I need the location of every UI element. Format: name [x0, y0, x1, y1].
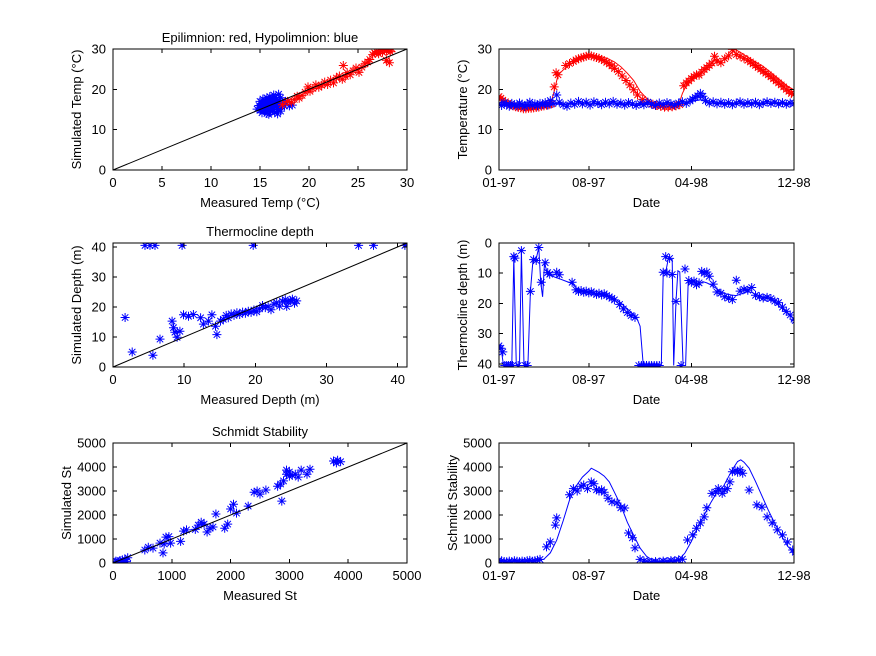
svg-text:0: 0 [485, 236, 492, 251]
subplot-thermocline-scatter: 0 10 20 30 40 0 10 20 30 40 Thermocline depth Measu… [69, 224, 408, 407]
svg-text:0: 0 [99, 556, 106, 571]
svg-text:40: 40 [92, 239, 106, 254]
svg-text:Simulated Depth (m): Simulated Depth (m) [69, 245, 84, 364]
svg-text:12-98: 12-98 [777, 175, 810, 190]
svg-text:4000: 4000 [463, 460, 492, 475]
svg-text:08-97: 08-97 [572, 372, 605, 387]
svg-text:1000: 1000 [463, 532, 492, 547]
svg-text:5000: 5000 [77, 436, 106, 451]
svg-text:04-98: 04-98 [675, 372, 708, 387]
svg-text:08-97: 08-97 [572, 568, 605, 583]
svg-text:Simulated St: Simulated St [59, 466, 74, 540]
svg-text:12-98: 12-98 [777, 372, 810, 387]
svg-text:20: 20 [478, 82, 492, 97]
svg-text:20: 20 [302, 175, 316, 190]
svg-text:01-97: 01-97 [482, 372, 515, 387]
svg-text:2000: 2000 [77, 508, 106, 523]
svg-text:30: 30 [92, 42, 106, 57]
svg-text:0: 0 [99, 163, 106, 178]
svg-text:Date: Date [633, 392, 660, 407]
svg-text:15: 15 [253, 175, 267, 190]
svg-text:Date: Date [633, 588, 660, 603]
subplot-schmidt-scatter: 0 1000 2000 3000 4000 5000 0 1000 2000 3000 4000 50… [59, 424, 421, 603]
svg-text:30: 30 [478, 42, 492, 57]
svg-text:20: 20 [92, 82, 106, 97]
svg-text:0: 0 [485, 556, 492, 571]
subplot-temp-scatter: 0 5 10 15 20 25 30 0 10 20 30 Epilimnion: red, Hypo… [69, 30, 414, 210]
svg-text:0: 0 [109, 372, 116, 387]
svg-text:30: 30 [400, 175, 414, 190]
svg-text:Measured Temp (°C): Measured Temp (°C) [200, 195, 320, 210]
svg-text:10: 10 [478, 266, 492, 281]
subplot-thermocline-timeseries: 01-97 08-97 04-98 12-98 0 10 20 30 40 Date Thermoc… [455, 236, 811, 408]
svg-text:2000: 2000 [216, 568, 245, 583]
svg-text:04-98: 04-98 [675, 568, 708, 583]
svg-text:0: 0 [109, 568, 116, 583]
svg-text:5000: 5000 [393, 568, 422, 583]
svg-text:Measured Depth (m): Measured Depth (m) [200, 392, 319, 407]
svg-text:0: 0 [99, 360, 106, 375]
svg-text:Measured St: Measured St [223, 588, 297, 603]
svg-text:4000: 4000 [334, 568, 363, 583]
svg-text:Schmidt Stability: Schmidt Stability [445, 454, 460, 551]
svg-text:25: 25 [351, 175, 365, 190]
svg-text:Thermocline depth: Thermocline depth [206, 224, 314, 239]
subplot-schmidt-timeseries: 01-97 08-97 04-98 12-98 0 1000 2000 3000 4000 500… [445, 436, 811, 604]
svg-text:1000: 1000 [157, 568, 186, 583]
svg-text:01-97: 01-97 [482, 175, 515, 190]
svg-text:Epilimnion: red, Hypolimnion:: Epilimnion: red, Hypolimnion: blue [162, 30, 359, 45]
svg-text:Temperature (°C): Temperature (°C) [455, 60, 470, 160]
svg-text:12-98: 12-98 [777, 568, 810, 583]
svg-text:40: 40 [478, 356, 492, 371]
svg-text:5: 5 [158, 175, 165, 190]
svg-text:Simulated Temp (°C): Simulated Temp (°C) [69, 50, 84, 170]
svg-text:40: 40 [391, 372, 405, 387]
svg-text:3000: 3000 [275, 568, 304, 583]
svg-text:2000: 2000 [463, 508, 492, 523]
svg-text:30: 30 [92, 269, 106, 284]
svg-text:Schmidt Stability: Schmidt Stability [212, 424, 309, 439]
svg-text:Thermocline depth (m): Thermocline depth (m) [455, 240, 470, 371]
svg-text:20: 20 [478, 296, 492, 311]
svg-text:3000: 3000 [463, 484, 492, 499]
svg-text:30: 30 [478, 326, 492, 341]
svg-text:01-97: 01-97 [482, 568, 515, 583]
svg-text:0: 0 [109, 175, 116, 190]
svg-text:08-97: 08-97 [572, 175, 605, 190]
subplot-temp-timeseries: 01-97 08-97 04-98 12-98 0 10 20 30 Date Temperatu… [455, 42, 811, 211]
svg-text:1000: 1000 [77, 532, 106, 547]
svg-text:10: 10 [92, 329, 106, 344]
svg-text:4000: 4000 [77, 460, 106, 475]
svg-text:04-98: 04-98 [675, 175, 708, 190]
svg-text:10: 10 [177, 372, 191, 387]
svg-text:10: 10 [92, 122, 106, 137]
svg-text:20: 20 [92, 299, 106, 314]
svg-text:10: 10 [204, 175, 218, 190]
svg-text:5000: 5000 [463, 436, 492, 451]
svg-text:0: 0 [485, 163, 492, 178]
svg-text:10: 10 [478, 122, 492, 137]
svg-text:30: 30 [319, 372, 333, 387]
svg-text:20: 20 [248, 372, 262, 387]
svg-text:3000: 3000 [77, 484, 106, 499]
svg-text:Date: Date [633, 195, 660, 210]
